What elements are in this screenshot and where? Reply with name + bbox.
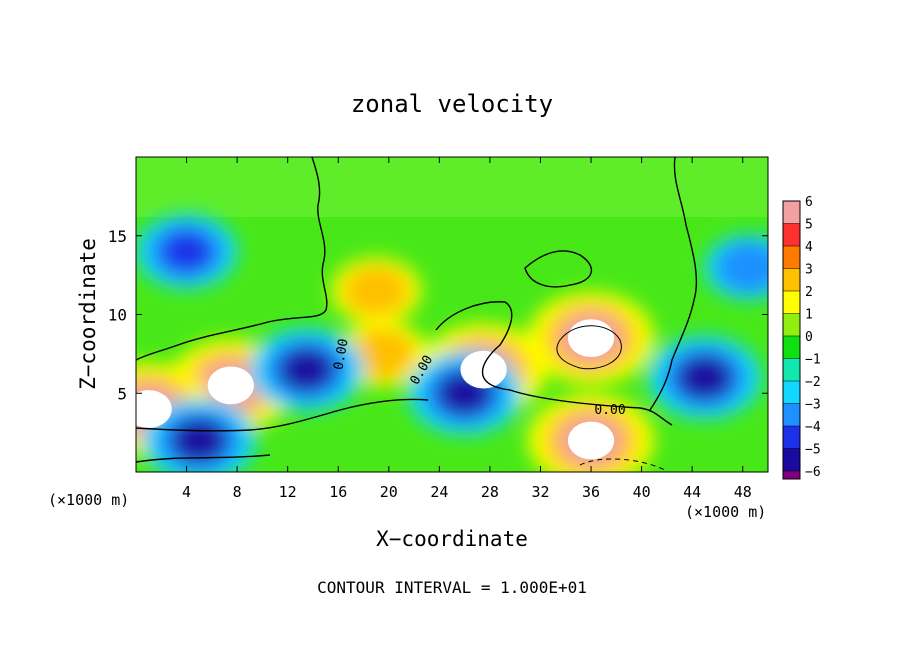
colorbar-label: 0 bbox=[805, 330, 813, 345]
x-tick-label: 36 bbox=[582, 483, 600, 501]
zero-contour-cloud bbox=[524, 250, 593, 288]
y-axis-label: Z−coordinate bbox=[76, 238, 100, 390]
chart-title: zonal velocity bbox=[351, 90, 553, 118]
core-contour bbox=[556, 325, 622, 370]
contour-interval-note: CONTOUR INTERVAL = 1.000E+01 bbox=[317, 578, 587, 597]
colorbar-label: 6 bbox=[805, 195, 813, 210]
field-feature-core bbox=[207, 366, 254, 405]
zero-contour-right bbox=[649, 157, 698, 411]
colorbar-label: 2 bbox=[805, 285, 813, 300]
colorbar-swatch bbox=[783, 381, 800, 404]
colorbar-swatch bbox=[783, 223, 800, 246]
x-tick-label: 4 bbox=[182, 483, 191, 501]
x-tick-label: 16 bbox=[329, 483, 347, 501]
velocity-cores bbox=[136, 319, 615, 460]
zero-contour-left bbox=[136, 157, 328, 361]
x-axis-ticks: 4 8 12 16 20 24 28 32 36 40 44 48 bbox=[182, 157, 752, 501]
colorbar-label: −4 bbox=[805, 420, 821, 435]
colorbar-label: 4 bbox=[805, 240, 813, 255]
contour-label: 0.00 bbox=[331, 338, 351, 371]
colorbar-label: 1 bbox=[805, 308, 813, 323]
y-axis-ticks: 5 10 15 bbox=[108, 227, 768, 403]
colorbar-label: −6 bbox=[805, 465, 821, 480]
colorbar-label: 3 bbox=[805, 263, 813, 278]
x-tick-label: 48 bbox=[734, 483, 752, 501]
colorbar-label: −1 bbox=[805, 353, 821, 368]
field-feature-core bbox=[136, 390, 172, 428]
field-feature-core bbox=[460, 350, 507, 389]
colorbar-label: −3 bbox=[805, 398, 821, 413]
y-tick-label: 10 bbox=[108, 306, 127, 325]
field-feature bbox=[170, 417, 228, 464]
colorbar: 6 5 4 3 2 1 0 −1 −2 −3 −4 −5 −6 bbox=[782, 195, 821, 480]
x-unit-label-left: (×1000 m) bbox=[48, 491, 129, 509]
colorbar-swatch bbox=[783, 448, 800, 471]
colorbar-swatch bbox=[783, 403, 800, 426]
zero-contours bbox=[136, 157, 698, 471]
colorbar-swatch bbox=[783, 358, 800, 381]
x-tick-label: 44 bbox=[683, 483, 701, 501]
field-feature bbox=[353, 272, 399, 309]
colorbar-label: −2 bbox=[805, 375, 821, 390]
field-feature bbox=[278, 346, 336, 393]
field-feature bbox=[726, 249, 768, 286]
colorbar-swatch bbox=[783, 336, 800, 359]
y-tick-label: 5 bbox=[117, 384, 127, 403]
field-feature-core bbox=[567, 319, 615, 358]
field-feature bbox=[676, 354, 734, 401]
x-tick-label: 12 bbox=[279, 483, 297, 501]
colorbar-swatch bbox=[783, 246, 800, 269]
contour-label: 0.00 bbox=[594, 403, 625, 418]
colorbar-swatch bbox=[783, 313, 800, 336]
x-tick-label: 24 bbox=[430, 483, 448, 501]
y-tick-label: 15 bbox=[108, 227, 127, 246]
colorbar-swatch bbox=[783, 268, 800, 291]
colorbar-swatch bbox=[783, 471, 800, 479]
zero-contour-lower-left bbox=[136, 398, 429, 432]
x-tick-label: 28 bbox=[481, 483, 499, 501]
field-feature bbox=[161, 231, 213, 272]
velocity-field: 0.00 0.000.00 bbox=[136, 157, 768, 472]
zero-contour-bottom bbox=[136, 454, 271, 463]
colorbar-label: 5 bbox=[805, 218, 813, 233]
x-tick-label: 20 bbox=[380, 483, 398, 501]
field-background-upper bbox=[136, 157, 768, 217]
x-tick-label: 8 bbox=[233, 483, 242, 501]
zero-contour-mid bbox=[435, 301, 673, 426]
x-axis-label: X−coordinate bbox=[376, 527, 528, 551]
colorbar-label: −5 bbox=[805, 443, 821, 458]
x-tick-label: 32 bbox=[531, 483, 549, 501]
x-tick-label: 40 bbox=[633, 483, 651, 501]
field-feature-core bbox=[567, 421, 615, 460]
colorbar-swatch bbox=[783, 201, 800, 224]
field-feature bbox=[359, 335, 405, 372]
colorbar-swatch bbox=[783, 291, 800, 314]
x-unit-label-right: (×1000 m) bbox=[685, 503, 766, 521]
colorbar-swatch bbox=[783, 426, 800, 449]
